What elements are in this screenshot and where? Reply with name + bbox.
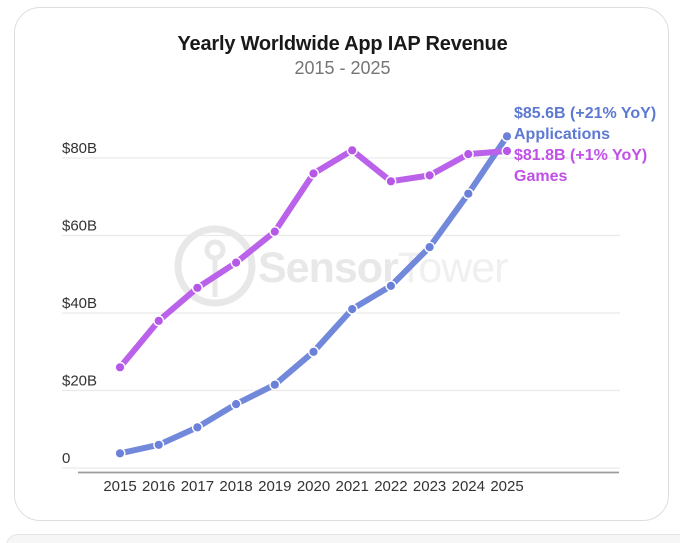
x-tick-label: 2019 (258, 478, 291, 495)
applications-point (114, 447, 126, 459)
games-final-value: $81.8B (+1% YoY) (514, 145, 656, 166)
games-point (501, 145, 513, 157)
x-tick-label: 2016 (142, 478, 175, 495)
games-point (230, 257, 242, 269)
x-tick-label: 2018 (219, 478, 252, 495)
x-tick-label: 2020 (297, 478, 330, 495)
x-tick-label: 2017 (181, 478, 214, 495)
y-tick-label: $60B (62, 218, 97, 235)
games-point (269, 226, 281, 238)
applications-point (424, 241, 436, 253)
games-yoy: (+1% YoY) (570, 147, 648, 164)
applications-final-value: $85.6B (+21% YoY) (514, 103, 656, 124)
games-point (191, 282, 203, 294)
x-tick-label: 2022 (374, 478, 407, 495)
games-point (114, 361, 126, 373)
applications-yoy: (+21% YoY) (570, 105, 657, 122)
games-point (346, 144, 358, 156)
x-tick-label: 2021 (336, 478, 369, 495)
applications-point (462, 188, 474, 200)
y-tick-label: 0 (62, 450, 70, 467)
y-tick-label: $40B (62, 295, 97, 312)
games-point (153, 315, 165, 327)
chart-subtitle: 2015 - 2025 (294, 58, 391, 78)
games-point (385, 175, 397, 187)
x-tick-label: 2024 (452, 478, 485, 495)
applications-point (501, 130, 513, 142)
watermark-text: SensorTower (258, 244, 508, 292)
applications-point (308, 346, 320, 358)
x-tick-label: 2023 (413, 478, 446, 495)
watermark-tower: Tower (398, 244, 508, 292)
applications-line (117, 133, 510, 457)
x-tick-label: 2025 (490, 478, 523, 495)
chart-title: Yearly Worldwide App IAP Revenue (177, 33, 508, 55)
watermark-sensor: Sensor (258, 244, 399, 292)
applications-point (385, 280, 397, 292)
watermark-logo-ring (174, 225, 256, 307)
next-card-edge (6, 534, 680, 543)
applications-point (191, 421, 203, 433)
games-point (424, 169, 436, 181)
chart-legend: $85.6B (+21% YoY) Applications $81.8B (+… (514, 103, 656, 187)
applications-point (230, 398, 242, 410)
applications-value: $85.6B (514, 105, 566, 122)
y-tick-label: $20B (62, 373, 97, 390)
games-point (308, 167, 320, 179)
watermark-logo-antenna-head (204, 239, 226, 261)
chart-card (14, 7, 669, 521)
games-point (462, 148, 474, 160)
applications-point (269, 379, 281, 391)
watermark: SensorTower (174, 225, 509, 307)
applications-point (153, 439, 165, 451)
applications-series-label: Applications (514, 126, 611, 143)
y-tick-label: $80B (62, 140, 97, 157)
x-tick-label: 2015 (103, 478, 136, 495)
legend-games: $81.8B (+1% YoY) Games (514, 145, 656, 187)
legend-applications: $85.6B (+21% YoY) Applications (514, 103, 656, 145)
games-value: $81.8B (514, 147, 566, 164)
games-series-label: Games (514, 168, 568, 185)
applications-point (346, 303, 358, 315)
